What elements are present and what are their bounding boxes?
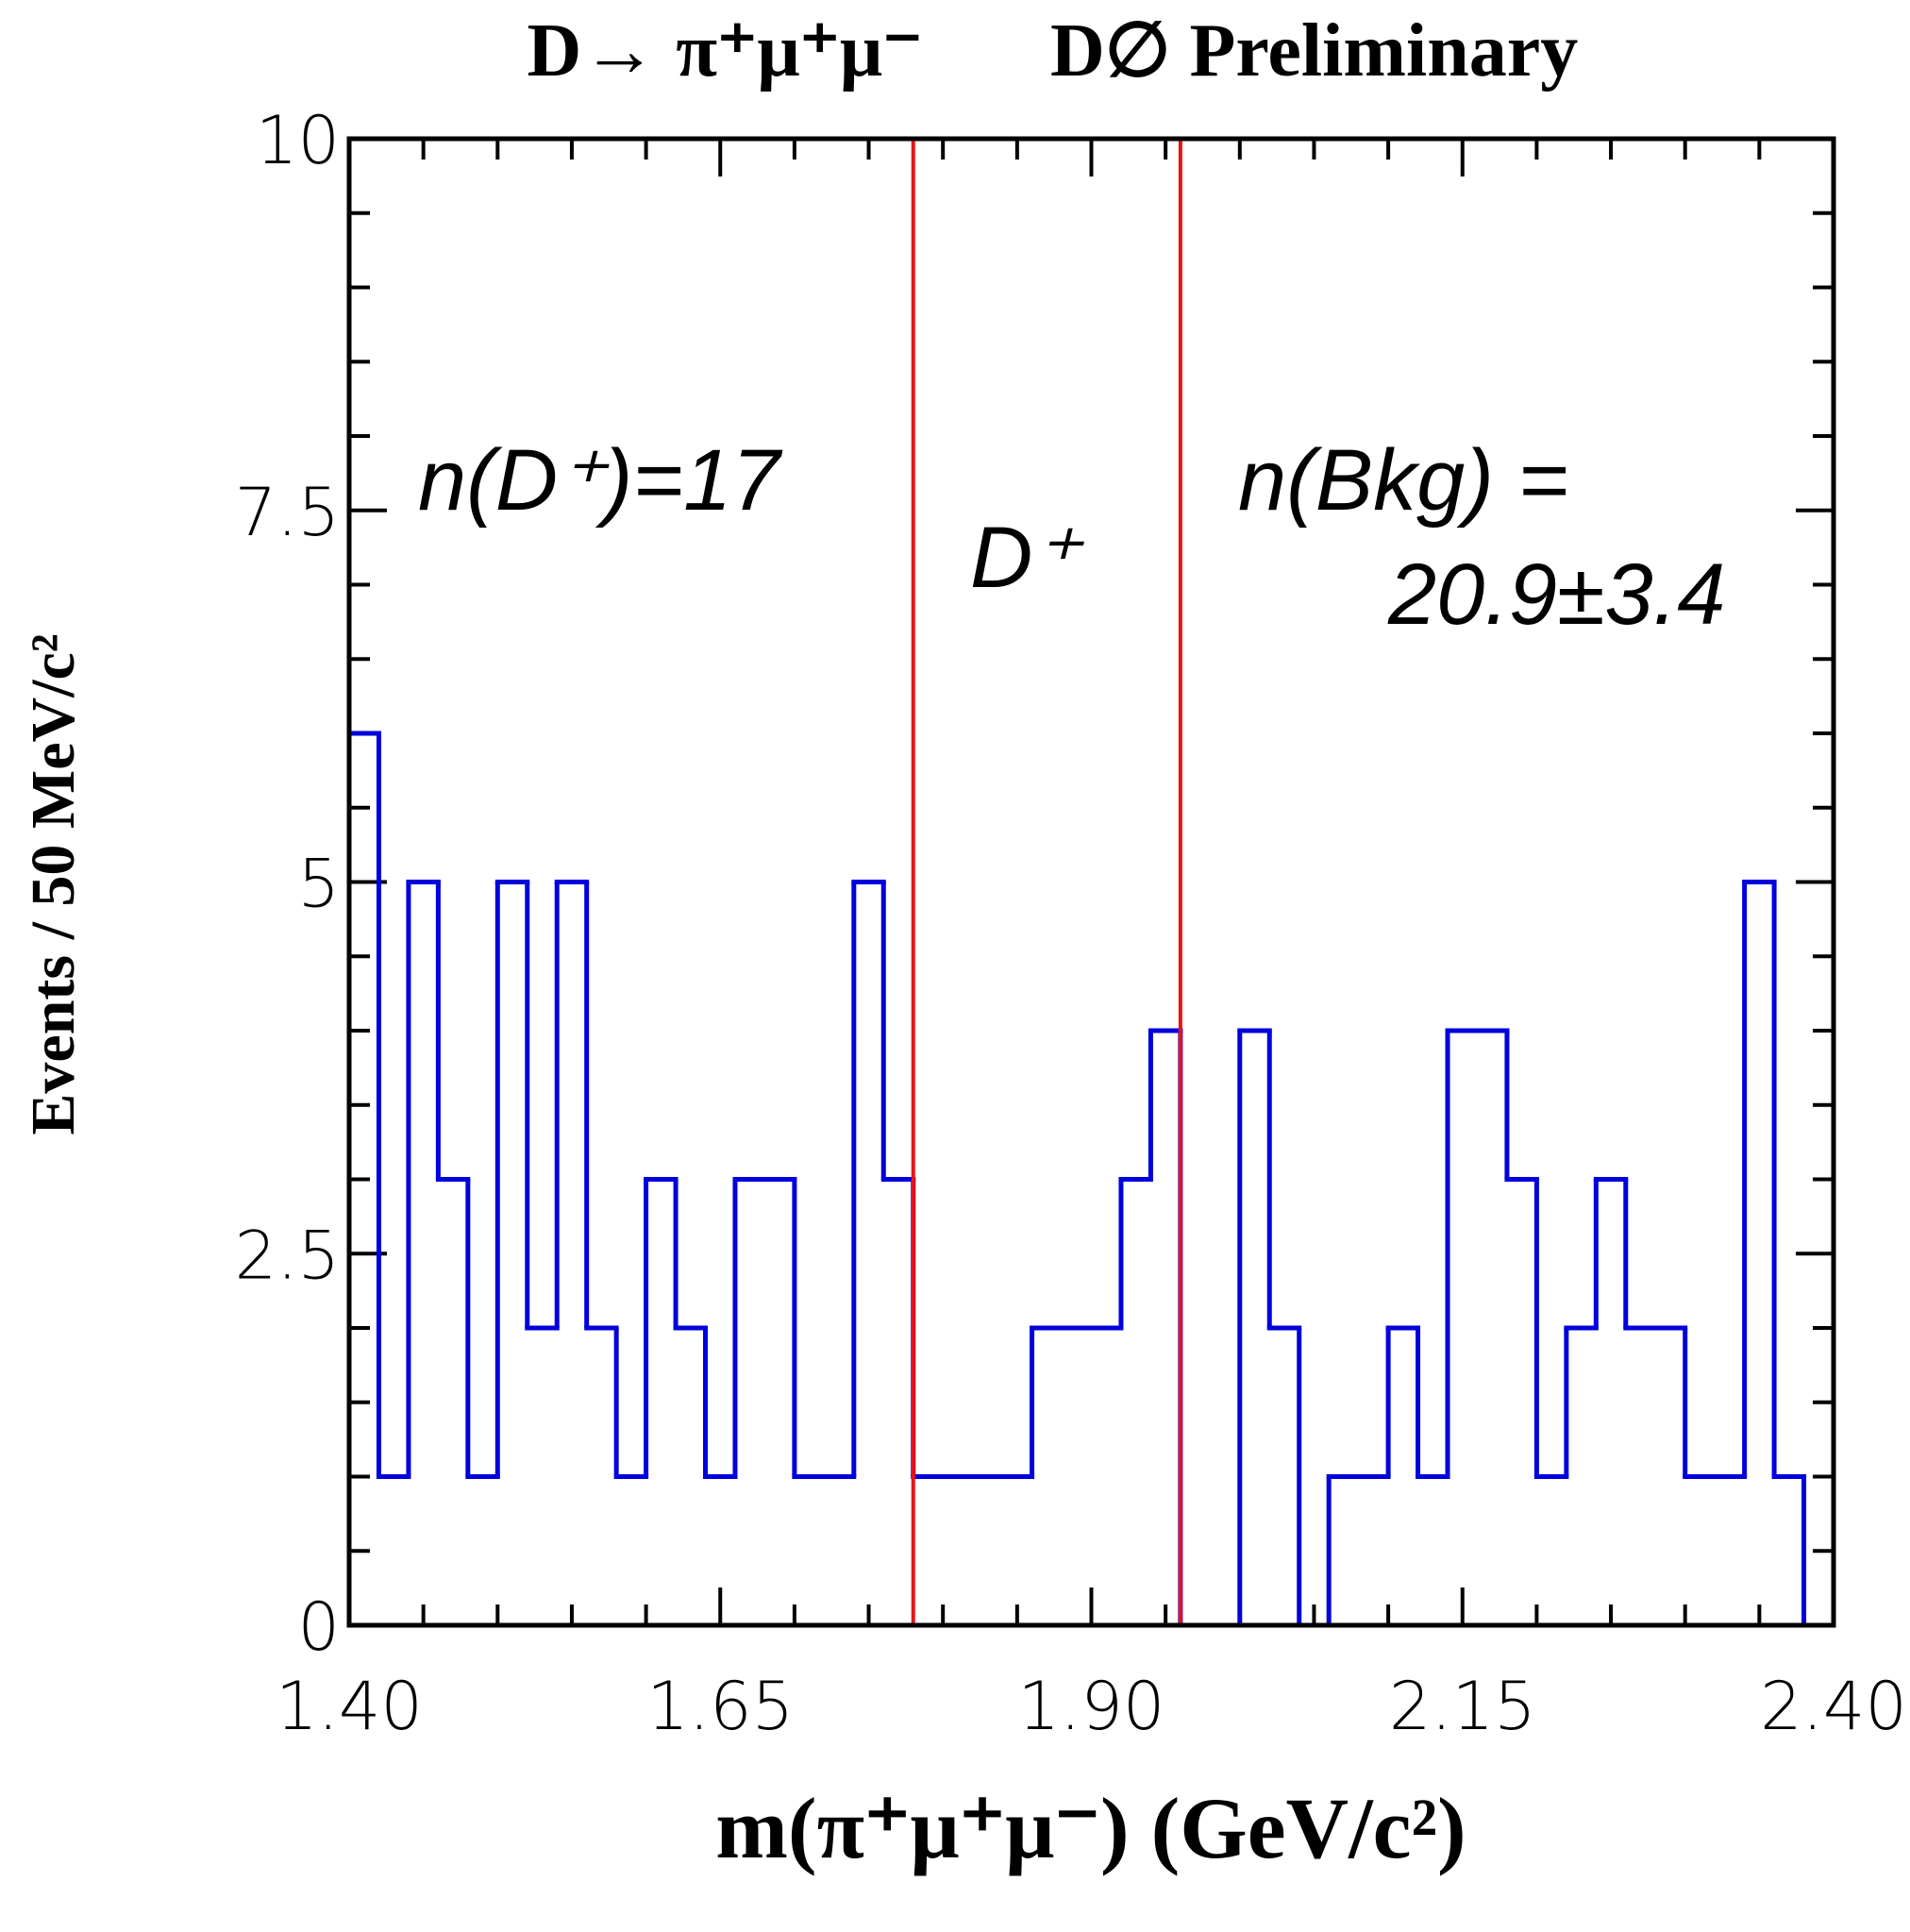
annotation: D⁺ (970, 510, 1084, 606)
plot-frame (346, 136, 1836, 1628)
y-tick-label: 7.5 (235, 474, 340, 551)
x-tick-label: 2.15 (1389, 1668, 1536, 1745)
y-tick-label: 2.5 (235, 1217, 340, 1294)
y-tick-label: 10 (256, 102, 340, 179)
y-tick-label: 5 (297, 846, 340, 923)
x-tick-label: 1.65 (646, 1668, 794, 1745)
x-axis-label: m(π⁺μ⁺μ⁻) (GeV/c²) (715, 1780, 1466, 1876)
x-tick-label: 2.40 (1760, 1668, 1907, 1745)
x-tick-label: 1.90 (1018, 1668, 1165, 1745)
annotation: n(Bkg) = (1238, 432, 1568, 529)
annotation: 20.9±3.4 (1387, 546, 1725, 643)
chart-subtitle: D∅ Preliminary (1050, 9, 1578, 92)
x-tick-label: 1.40 (276, 1668, 423, 1745)
chart-title: D→ π⁺μ⁺μ⁻ (528, 9, 923, 92)
y-tick-label: 0 (297, 1588, 340, 1666)
annotation: n(D⁺)=17 (418, 432, 782, 529)
y-axis-label: Events / 50 MeV/c² (19, 633, 88, 1134)
